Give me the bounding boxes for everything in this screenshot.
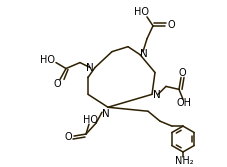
Text: N: N (86, 62, 94, 72)
Text: N: N (153, 90, 160, 100)
Text: OH: OH (176, 98, 191, 108)
Text: HO: HO (40, 55, 55, 65)
Text: HO: HO (83, 115, 98, 125)
Text: NH₂: NH₂ (174, 156, 192, 166)
Text: N: N (102, 109, 109, 119)
Text: O: O (166, 20, 174, 30)
Text: HO: HO (134, 7, 149, 17)
Text: N: N (140, 49, 147, 59)
Text: O: O (64, 132, 72, 142)
Text: O: O (178, 68, 185, 78)
Text: O: O (53, 79, 61, 89)
